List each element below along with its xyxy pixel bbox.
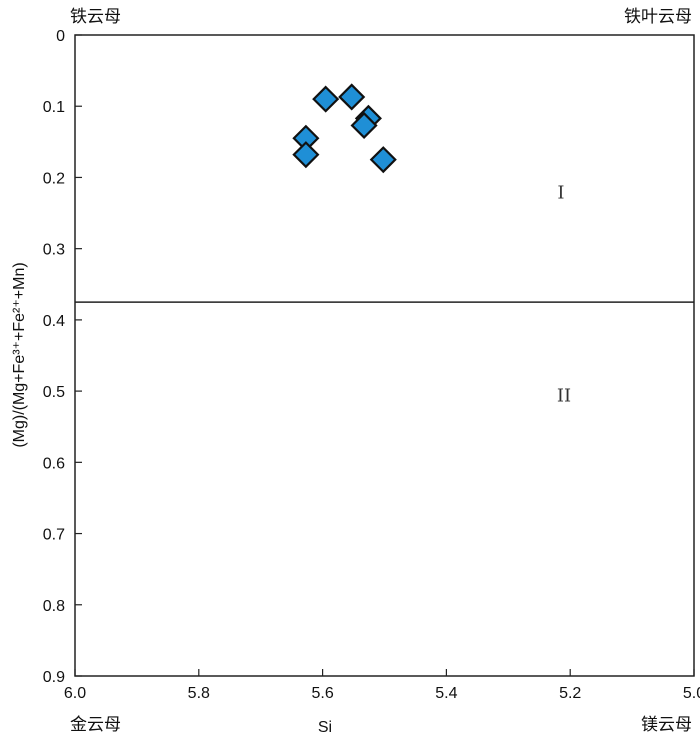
x-tick-label: 5.2 <box>559 685 581 702</box>
y-axis-label: (Mg)/(Mg+Fe³⁺+Fe²⁺+Mn) <box>11 262 28 447</box>
x-tick-label: 5.6 <box>311 685 333 702</box>
y-tick-label: 0 <box>56 28 65 45</box>
corner-label-top-right: 铁叶云母 <box>624 7 692 27</box>
corner-label-bottom-right: 镁云母 <box>641 715 692 735</box>
x-tick-label: 5.0 <box>683 685 700 702</box>
y-tick-label: 0.9 <box>43 669 65 686</box>
y-tick-label: 0.3 <box>43 242 65 259</box>
data-points <box>292 83 397 174</box>
data-point-diamond <box>312 85 340 113</box>
y-tick-label: 0.1 <box>43 99 65 116</box>
field-labels: III <box>557 183 571 407</box>
y-tick-label: 0.4 <box>43 313 65 330</box>
plot-frame <box>74 34 695 677</box>
y-tick-label: 0.7 <box>43 527 65 544</box>
corner-label-bottom-left: 金云母 <box>70 715 121 735</box>
x-tick-label: 6.0 <box>64 685 86 702</box>
data-point-diamond <box>292 141 320 169</box>
field-label: I <box>557 183 564 204</box>
y-tick-label: 0.2 <box>43 170 65 187</box>
y-tick-label: 0.6 <box>43 455 65 472</box>
y-tick-label: 0.8 <box>43 598 65 615</box>
x-tick-label: 5.4 <box>435 685 457 702</box>
x-axis-label: Si <box>318 719 332 736</box>
y-axis: 0 0.1 0.2 0.3 0.4 0.5 0.6 0.7 0.8 0.9 <box>43 28 82 686</box>
y-tick-label: 0.5 <box>43 384 65 401</box>
field-label: II <box>557 386 571 407</box>
data-point-diamond <box>338 83 366 111</box>
x-axis: 6.0 5.8 5.6 5.4 5.2 5.0 <box>64 669 700 702</box>
corner-label-top-left: 铁云母 <box>70 7 121 27</box>
data-point-diamond <box>369 146 397 174</box>
data-point-diamond <box>350 111 378 140</box>
x-tick-label: 5.8 <box>188 685 210 702</box>
